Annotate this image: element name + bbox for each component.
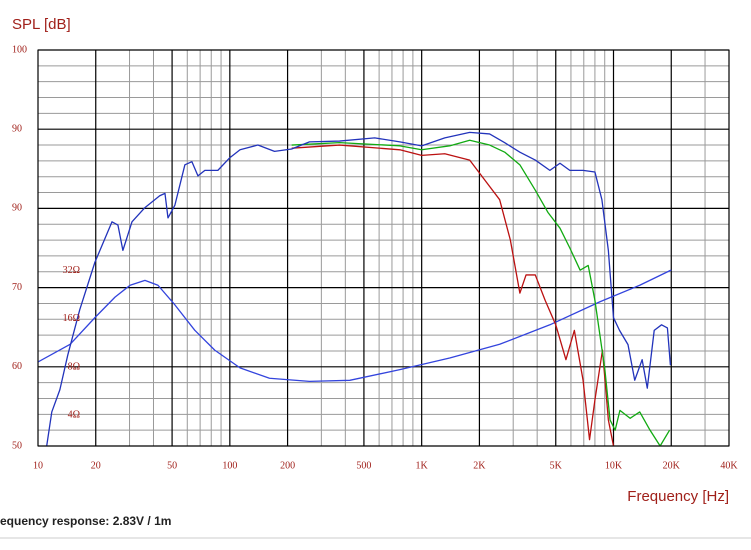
caption: equency response: 2.83V / 1m — [0, 514, 171, 528]
lines — [38, 131, 672, 446]
y2-tick-label: 32Ω — [63, 265, 80, 276]
x-tick-label: 5K — [550, 460, 563, 471]
x-tick-label: 50 — [167, 460, 177, 471]
x-axis-label: Frequency [Hz] — [627, 488, 729, 505]
y-tick-label: 60 — [12, 361, 22, 372]
y-tick-label: 90 — [12, 203, 22, 214]
x-tick-label: 20K — [663, 460, 681, 471]
x-tick-label: 20 — [91, 460, 101, 471]
response-line — [46, 131, 672, 446]
x-tick-label: 500 — [356, 460, 371, 471]
plot-frame — [37, 49, 730, 447]
response-line — [291, 144, 615, 446]
y2-tick-label: 4Ω — [68, 409, 80, 420]
impedance-line — [38, 269, 672, 383]
x-tick-label: 10K — [605, 460, 623, 471]
y-tick-label: 70 — [12, 282, 22, 293]
x-tick-label: 1K — [416, 460, 429, 471]
plot-area — [38, 50, 729, 446]
y2-tick-label: 8Ω — [68, 361, 80, 372]
response-line — [291, 139, 671, 446]
chart-title: SPL [dB] — [12, 16, 71, 33]
y2-tick-label: 16Ω — [63, 313, 80, 324]
x-tick-label: 200 — [280, 460, 295, 471]
x-tick-label: 40K — [720, 460, 738, 471]
x-tick-label: 100 — [222, 460, 237, 471]
x-tick-label: 2K — [473, 460, 486, 471]
y-tick-label: 90 — [12, 123, 22, 134]
labels: 50 60 70 90 90 100 10 20 50 100 200 500 1K 2K 5K 10K 20K… — [12, 44, 738, 471]
y-tick-label: 50 — [12, 440, 22, 451]
x-tick-label: 10 — [33, 460, 43, 471]
y-tick-label: 100 — [12, 44, 27, 55]
